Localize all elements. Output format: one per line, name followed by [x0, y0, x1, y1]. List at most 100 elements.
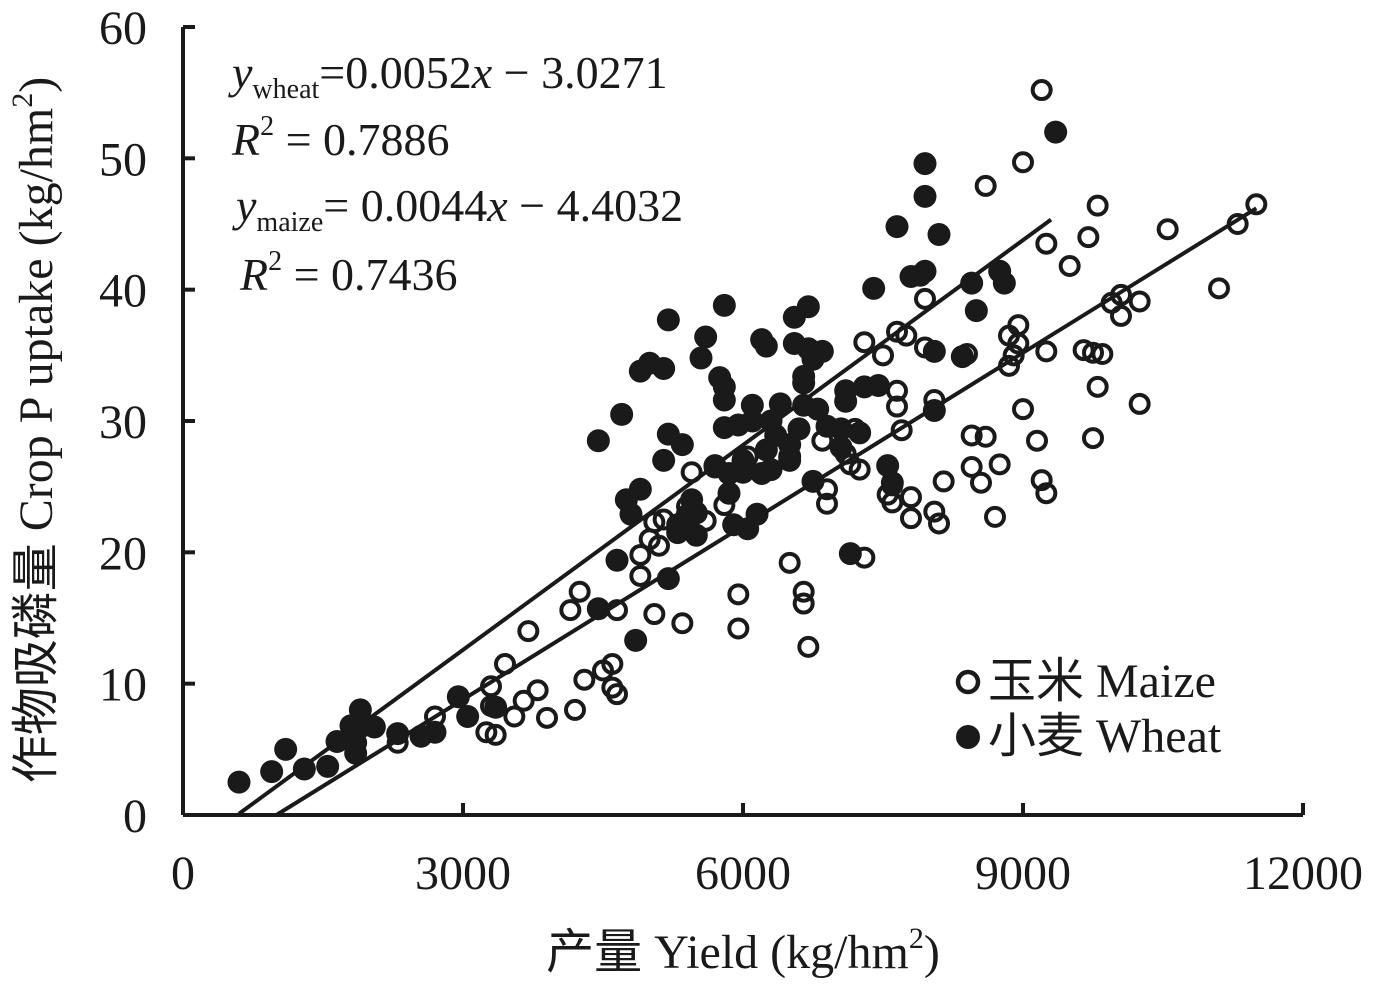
wheat-data-point [740, 409, 764, 433]
wheat-equation: ywheat=0.0052x − 3.0271 [228, 47, 668, 105]
wheat-data-point [792, 371, 816, 395]
x-tick-label: 9000 [975, 847, 1071, 900]
x-tick-label: 0 [171, 847, 195, 900]
maize-data-point [932, 470, 955, 493]
wheat-data-point [950, 345, 974, 369]
maize-data-point [475, 721, 498, 744]
legend-wheat-label: 小麦 Wheat [988, 710, 1222, 763]
maize-data-point [1086, 375, 1109, 398]
maize-data-point [1086, 194, 1109, 217]
maize-data-point [1007, 332, 1030, 355]
maize-data-point [872, 344, 894, 367]
wheat-data-point [666, 521, 690, 545]
wheat-data-point [684, 501, 708, 525]
wheat-data-point [274, 737, 298, 761]
wheat-data-point [796, 295, 820, 319]
wheat-data-point [759, 458, 783, 482]
wheat-data-point [768, 392, 792, 416]
wheat-data-point [740, 393, 764, 417]
wheat-data-point [610, 402, 634, 426]
wheat-data-point [862, 276, 886, 300]
maize-data-point [643, 511, 666, 534]
wheat-data-point [694, 325, 718, 349]
maize-data-point [848, 458, 871, 481]
maize-data-point [1091, 343, 1114, 366]
wheat-data-point [866, 374, 890, 398]
data-points [227, 79, 1268, 794]
wheat-data-point [260, 760, 284, 784]
wheat-data-point [656, 567, 680, 591]
maize-data-point [1110, 304, 1132, 327]
maize-data-point [1030, 469, 1053, 492]
maize-data-point [1002, 344, 1025, 367]
wheat-data-point [456, 705, 480, 728]
maize-data-point [886, 395, 908, 418]
maize-data-point [792, 580, 815, 603]
maize-data-point [629, 543, 652, 566]
wheat-data-point [717, 481, 741, 505]
wheat-data-point [992, 271, 1016, 295]
wheat-data-point [801, 469, 825, 493]
maize-data-point [923, 500, 946, 523]
wheat-data-point [848, 421, 872, 445]
y-tick-label: 20 [99, 527, 147, 580]
maize-data-point [629, 564, 652, 587]
maize-data-point [643, 603, 666, 626]
wheat-data-point [605, 548, 629, 572]
wheat-data-point [684, 523, 708, 547]
maize-data-point [1012, 398, 1034, 421]
maize-data-point [1035, 340, 1058, 363]
wheat-data-point [652, 356, 676, 380]
maize-data-point [1245, 193, 1268, 216]
maize-data-point [1026, 429, 1048, 452]
maize-data-point [900, 507, 922, 530]
regression-equations: ywheat=0.0052x − 3.0271 R2 = 0.7886 ymai… [228, 47, 683, 300]
maize-data-point [816, 492, 838, 515]
maize-data-point [480, 675, 502, 698]
maize-data-point [928, 512, 950, 535]
wheat-data-point [619, 502, 643, 526]
wheat-data-point [880, 471, 904, 495]
wheat-data-point [325, 729, 349, 753]
y-tick-label: 60 [99, 2, 147, 55]
wheat-data-point [670, 433, 694, 457]
maize-equation: ymaize= 0.0044x − 4.4032 [232, 180, 683, 238]
maize-data-point [1208, 277, 1230, 300]
maize-r-squared: R2 = 0.7436 [239, 246, 458, 300]
maize-data-point [890, 419, 913, 442]
wheat-data-point [787, 417, 811, 441]
maize-data-point [1082, 341, 1104, 364]
legend: 玉米 Maize 小麦 Wheat [955, 655, 1222, 763]
wheat-data-point [227, 770, 251, 794]
x-tick-label: 12000 [1243, 847, 1363, 900]
maize-data-point [727, 583, 750, 606]
maize-data-point [988, 453, 1011, 476]
wheat-data-point [731, 460, 755, 484]
wheat-data-point [344, 741, 368, 765]
maize-data-point [1077, 226, 1100, 249]
wheat-data-point [838, 542, 862, 566]
maize-data-point [559, 599, 582, 622]
wheat-data-point [423, 720, 447, 744]
wheat-data-point [922, 339, 946, 363]
ticks: 0 3000 6000 9000 12000 0 10 20 30 40 50 60 [99, 2, 1363, 900]
wheat-data-point [778, 444, 802, 468]
maize-data-point [778, 551, 801, 574]
maize-data-point [503, 705, 526, 728]
legend-maize-marker [955, 669, 981, 695]
maize-data-point [494, 652, 516, 675]
maize-data-point [900, 486, 922, 509]
maize-data-point [853, 331, 876, 354]
maize-data-point [680, 461, 703, 484]
wheat-r-squared: R2 = 0.7886 [231, 111, 450, 165]
maize-data-point [517, 620, 540, 643]
y-tick-label: 0 [123, 790, 147, 843]
legend-wheat-marker [956, 725, 980, 749]
maize-data-point [671, 612, 694, 635]
maize-data-point [1226, 213, 1249, 235]
wheat-data-point [960, 271, 984, 295]
y-tick-label: 10 [99, 659, 147, 712]
wheat-data-point [913, 184, 937, 208]
wheat-data-point [754, 334, 778, 358]
maize-data-point [648, 534, 670, 557]
